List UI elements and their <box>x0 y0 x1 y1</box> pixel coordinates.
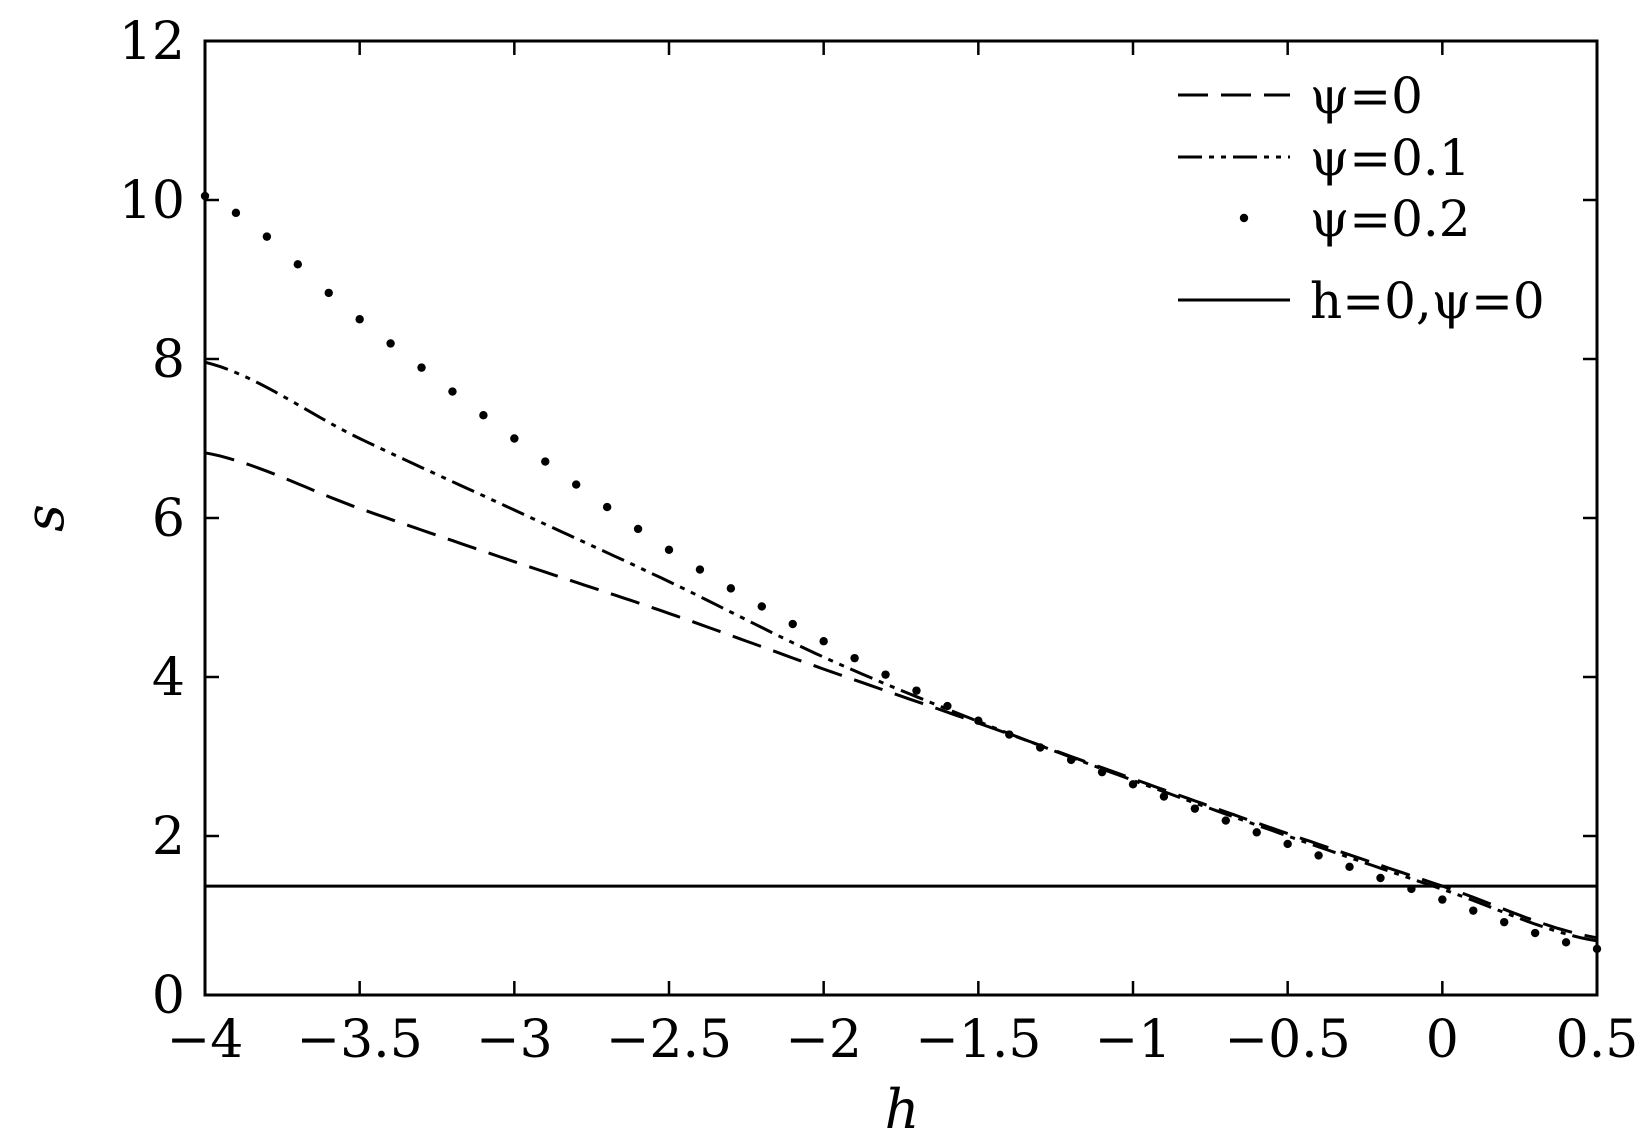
series-2-point <box>943 701 952 711</box>
series-2-point <box>1469 906 1478 915</box>
series-2-point <box>1159 792 1169 801</box>
x-tick-label: −2 <box>785 1010 862 1070</box>
series-2-point <box>1005 730 1014 739</box>
y-tick-label: 2 <box>152 807 185 867</box>
series-2-point <box>1592 944 1602 954</box>
series-2-point <box>479 411 488 420</box>
series-2-point <box>1314 851 1323 860</box>
legend-entry: ψ=0.2 <box>1239 190 1471 248</box>
series-2-point <box>1252 828 1261 837</box>
series-2-point <box>1438 895 1447 904</box>
series-2-point <box>200 191 210 201</box>
series-2-point <box>1066 755 1076 765</box>
x-tick-label: −1.5 <box>915 1010 1041 1070</box>
series-2-point <box>324 288 333 298</box>
series-2-point <box>1221 816 1231 825</box>
series-2-point <box>417 363 426 372</box>
legend: ψ=0ψ=0.1ψ=0.2 h=0,ψ=0 <box>1178 67 1545 330</box>
y-tick-label: 6 <box>152 489 185 549</box>
legend-label: ψ=0.2 <box>1310 190 1471 248</box>
legend-entry: h=0,ψ=0 <box>1178 272 1545 330</box>
series-2-point <box>1097 767 1107 777</box>
series-2-points <box>200 191 1602 954</box>
series-2-point <box>1530 928 1540 938</box>
series-1-line <box>204 360 1598 943</box>
series-2-point <box>1500 917 1509 927</box>
legend-swatch <box>1239 213 1249 223</box>
series-2-point <box>1128 780 1138 789</box>
series-2-point <box>293 260 302 269</box>
series-2-point <box>819 637 828 646</box>
series-2-point <box>1376 873 1385 883</box>
series-2-point <box>602 502 612 512</box>
series-2-point <box>1190 804 1200 813</box>
series-2-point <box>355 315 364 324</box>
series-2-point <box>231 208 241 218</box>
series-2-point <box>510 434 519 443</box>
y-tick-label: 12 <box>119 12 185 72</box>
series-2-point <box>262 232 272 241</box>
legend-entry: ψ=0.1 <box>1178 129 1471 187</box>
y-tick-label: 0 <box>152 966 185 1026</box>
x-tick-label: 0.5 <box>1556 1010 1639 1070</box>
x-tick-label: 0 <box>1426 1010 1459 1070</box>
series-2-point <box>881 670 890 679</box>
series-2-point <box>1561 938 1571 947</box>
y-tick-label: 10 <box>119 171 185 231</box>
series-2-point <box>974 716 983 725</box>
x-tick-label: −3 <box>476 1010 553 1070</box>
x-tick-label: −2.5 <box>606 1010 732 1070</box>
x-tick-label: −1 <box>1095 1010 1172 1070</box>
y-axis-label: s <box>13 504 76 532</box>
series-2-point <box>386 339 395 348</box>
series-2-point <box>757 602 766 611</box>
y-tick-label: 4 <box>152 648 185 708</box>
series-2-point <box>912 686 921 695</box>
legend-label: h=0,ψ=0 <box>1310 272 1545 330</box>
series-2-point <box>448 387 457 396</box>
y-tick-label: 8 <box>152 330 185 390</box>
series-2-point <box>572 480 581 489</box>
axis-ticks: −4 −3.5 −3 −2.5 −2 −1.5 −1 −0.5 0 0.5 0 2 4 6 8 10 12 <box>119 12 1639 1070</box>
series-2-point <box>633 524 643 534</box>
series-2-point <box>726 584 736 593</box>
series-2-point <box>1283 839 1292 849</box>
x-tick-label: −4 <box>167 1010 244 1070</box>
x-axis-label: h <box>885 1078 920 1141</box>
legend-entry: ψ=0 <box>1178 67 1423 125</box>
series-2-point <box>788 619 797 629</box>
series-2-point <box>695 565 705 574</box>
series-2-point <box>850 653 859 663</box>
series-2-point <box>664 545 674 554</box>
series-2-point <box>1345 862 1354 872</box>
series-group <box>200 191 1602 954</box>
series-2-point <box>541 457 550 466</box>
x-tick-label: −3.5 <box>297 1010 423 1070</box>
series-2-point <box>1036 743 1045 752</box>
x-tick-label: −0.5 <box>1225 1010 1351 1070</box>
legend-label: ψ=0.1 <box>1310 129 1471 187</box>
series-0-line <box>204 451 1598 940</box>
legend-label: ψ=0 <box>1310 67 1423 125</box>
